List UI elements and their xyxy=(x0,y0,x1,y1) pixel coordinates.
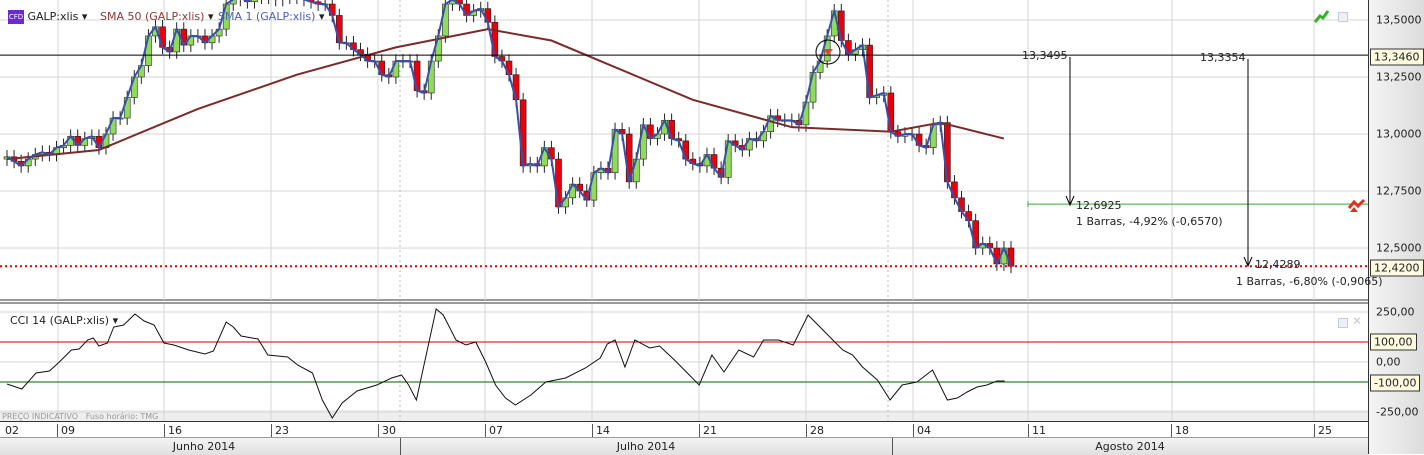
candle xyxy=(838,10,845,41)
restore-pane-icon[interactable] xyxy=(1338,318,1348,328)
sma50-label: SMA 50 (GALP:xlis) xyxy=(100,10,205,23)
sma1-legend[interactable]: SMA 1 (GALP:xlis) ▾ xyxy=(218,10,324,23)
measure1-start-label: 13,3495 xyxy=(1022,49,1068,62)
cci-tick: 250,00 xyxy=(1376,305,1415,319)
month-separator xyxy=(892,438,893,455)
measure2-end-label: 12,4289 xyxy=(1255,258,1301,271)
price-tick: 13,0000 xyxy=(1376,127,1422,141)
date-label: 25 xyxy=(1314,424,1332,438)
cci-tick: 0,00 xyxy=(1376,355,1401,369)
date-label: 23 xyxy=(271,424,289,438)
candle xyxy=(724,140,732,178)
date-axis[interactable]: 02 09 16 23 30 07 14 21 28 04 11 18 25 xyxy=(0,421,1368,438)
candle xyxy=(555,158,562,208)
price-tick: 12,7500 xyxy=(1376,184,1422,198)
signal-marker-icon xyxy=(815,39,841,65)
candle xyxy=(413,60,421,91)
measure1-end-label: 12,6925 xyxy=(1076,199,1122,212)
cci-line xyxy=(6,308,1005,419)
candle xyxy=(442,3,449,37)
restore-pane-icon[interactable] xyxy=(1338,12,1348,22)
arrow-head-icon xyxy=(1243,256,1253,268)
sma50-line xyxy=(6,28,1005,161)
dropdown-icon[interactable]: ▾ xyxy=(112,314,119,327)
month-separator xyxy=(400,438,401,455)
dropdown-icon[interactable]: ▾ xyxy=(207,10,214,23)
candle xyxy=(145,35,152,66)
date-label: 11 xyxy=(1028,424,1046,438)
alert-trend-icon[interactable] xyxy=(1348,198,1366,214)
cci-upper-label: 100,00 xyxy=(1370,333,1417,351)
symbol-label: GALP:xlis xyxy=(27,10,79,23)
candle xyxy=(611,129,619,174)
month-label: Agosto 2014 xyxy=(1095,440,1165,453)
footer-note: PREÇO INDICATIVO Fuso horário: TMG xyxy=(2,412,159,421)
sma50-legend[interactable]: SMA 50 (GALP:xlis) ▾ xyxy=(100,10,213,23)
candlestick-series xyxy=(3,0,1015,274)
price-tick: 13,5000 xyxy=(1376,13,1422,27)
measure1-info: 1 Barras, -4,92% (-0,6570) xyxy=(1076,215,1223,228)
sma1-line xyxy=(6,0,1012,267)
sell-signal-icon xyxy=(823,49,833,55)
candle xyxy=(512,74,520,101)
month-axis[interactable]: Junho 2014 Julho 2014 Agosto 2014 xyxy=(0,437,1368,455)
date-label: 09 xyxy=(57,424,75,438)
candle xyxy=(491,21,499,57)
horizontal-line-price-label: 13,3460 xyxy=(1370,48,1424,66)
cci-label: CCI 14 (GALP:xlis) xyxy=(10,314,110,327)
date-label: 16 xyxy=(164,424,182,438)
date-label: 14 xyxy=(592,424,610,438)
cci-legend[interactable]: CCI 14 (GALP:xlis) ▾ xyxy=(10,314,118,327)
month-label: Junho 2014 xyxy=(172,440,236,453)
last-price-label: 12,4200 xyxy=(1370,259,1424,277)
month-label: Julho 2014 xyxy=(616,440,676,453)
cci-tick: -250,00 xyxy=(1376,405,1419,419)
dropdown-icon[interactable]: ▾ xyxy=(81,10,88,23)
measure2-info: 1 Barras, -6,80% (-0,9065) xyxy=(1236,275,1383,288)
candle xyxy=(944,122,951,183)
trend-up-icon[interactable] xyxy=(1314,8,1330,24)
price-tick: 12,5000 xyxy=(1376,241,1422,255)
measure2-start-label: 13,3354 xyxy=(1200,51,1246,64)
candle xyxy=(519,99,527,167)
date-label: 07 xyxy=(485,424,503,438)
symbol-legend[interactable]: CFD GALP:xlis ▾ xyxy=(8,10,87,24)
date-label: 02 xyxy=(5,424,19,437)
close-pane-icon[interactable]: ✕ xyxy=(1352,314,1363,328)
arrow-head-icon xyxy=(1065,195,1075,207)
sma1-label: SMA 1 (GALP:xlis) xyxy=(218,10,316,23)
date-label: 30 xyxy=(378,424,396,438)
dropdown-icon[interactable]: ▾ xyxy=(318,10,325,23)
price-tick: 13,2500 xyxy=(1376,70,1422,84)
candle xyxy=(427,60,435,94)
candle xyxy=(887,92,895,133)
cci-lower-label: -100,00 xyxy=(1370,374,1421,392)
date-label: 04 xyxy=(913,424,931,438)
candle xyxy=(809,72,817,103)
candle xyxy=(972,220,979,249)
cfd-badge-icon: CFD xyxy=(8,10,24,24)
candle xyxy=(590,172,598,201)
candle xyxy=(251,0,258,3)
date-label: 21 xyxy=(699,424,717,438)
candle xyxy=(866,44,873,98)
candle xyxy=(336,15,343,44)
footer-strip xyxy=(0,410,1368,421)
date-label: 18 xyxy=(1171,424,1189,438)
date-label: 28 xyxy=(806,424,824,438)
